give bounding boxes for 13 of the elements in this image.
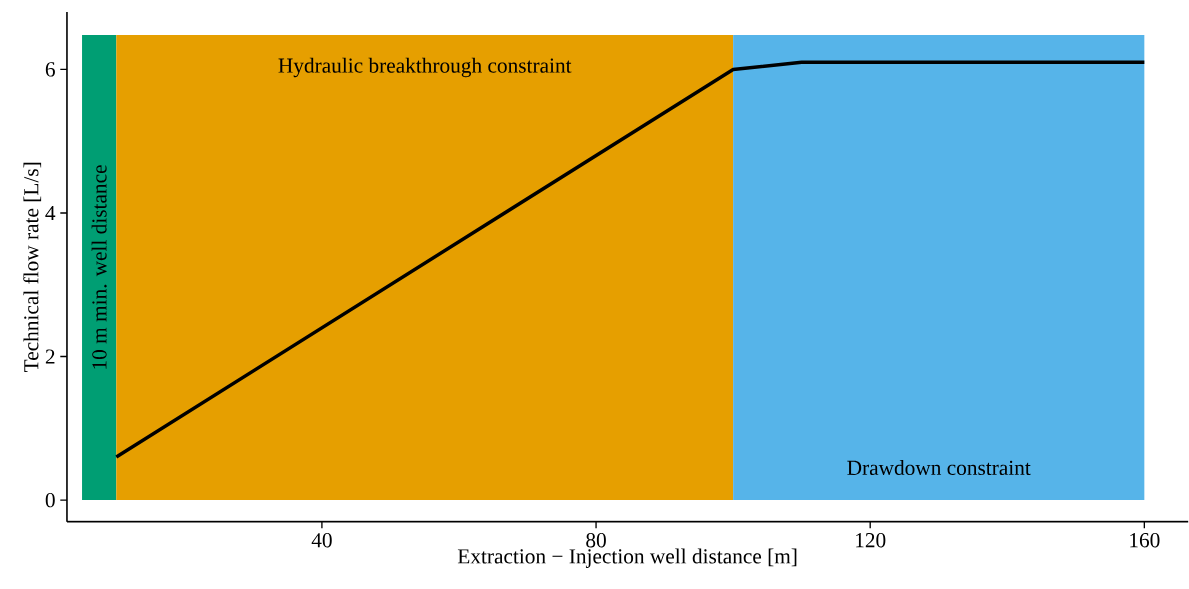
x-tick-label: 40	[311, 533, 332, 548]
y-tick-label: 0	[45, 493, 55, 508]
x-tick-label: 160	[1130, 533, 1160, 548]
y-axis-title: Technical flow rate [L/s]	[23, 163, 42, 373]
band-label: 10 m min. well distance	[91, 165, 107, 369]
y-tick-label: 6	[45, 62, 55, 77]
x-tick-label: 80	[586, 533, 606, 548]
y-tick-label: 4	[45, 206, 56, 221]
band-label: Drawdown constraint	[847, 460, 1031, 476]
x-tick-label: 120	[856, 533, 886, 548]
y-tick-label: 2	[45, 349, 55, 364]
band-label: Hydraulic breakthrough constraint	[278, 57, 572, 78]
x-axis-title: Extraction − Injection well distance [m]	[457, 548, 797, 569]
